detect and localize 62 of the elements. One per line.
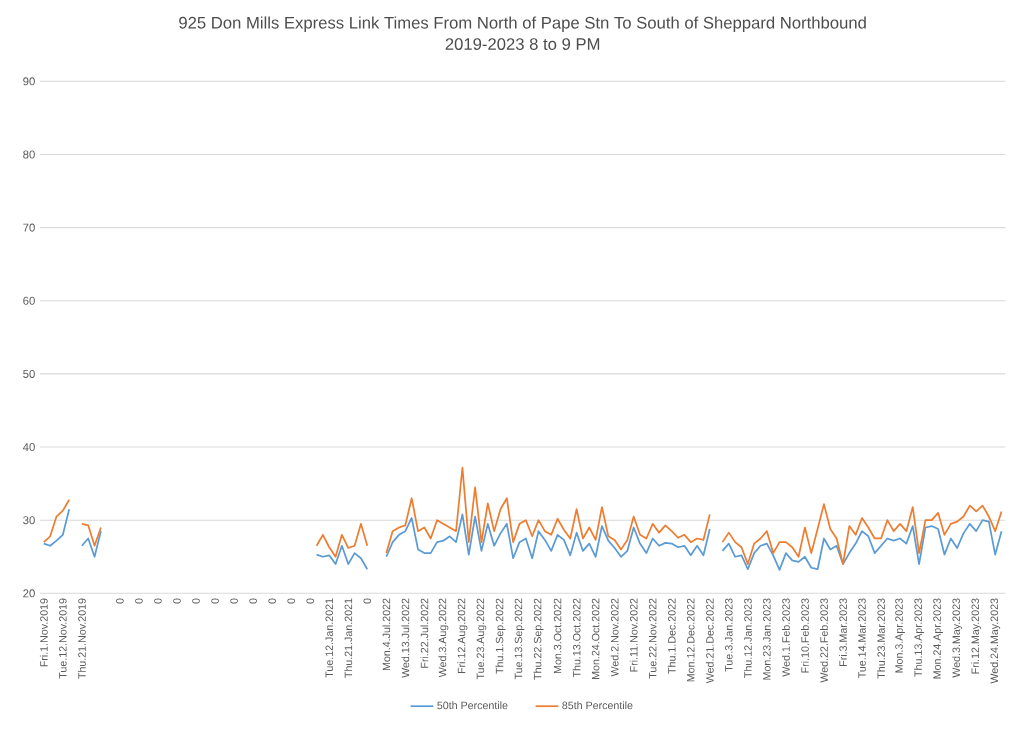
x-tick-label: Tue.14.Mar.2023: [858, 598, 866, 679]
x-tick-label: 0: [211, 598, 219, 604]
y-tick-label: 70: [23, 223, 35, 232]
x-tick-label: Tue.13.Sep.2022: [514, 598, 525, 680]
y-tick-label: 30: [23, 516, 35, 525]
x-tick-label: 0: [249, 598, 257, 604]
x-tick-label: Fri.10.Feb.2023: [800, 598, 809, 673]
x-tick-label: Mon.3.Oct.2022: [553, 598, 562, 674]
x-tick-label: Thu.1.Sep.2022: [495, 598, 506, 674]
x-tick-label: 0: [363, 598, 372, 604]
y-tick-label: 90: [23, 77, 35, 86]
x-tick-label: Thu.21.Nov.2019: [77, 598, 86, 679]
x-tick-label: Tue.12.Nov.2019: [59, 598, 67, 679]
x-tick-label: 0: [268, 598, 276, 604]
x-tick-label: 0: [154, 598, 162, 604]
x-tick-label: Thu.13.Oct.2022: [572, 598, 581, 678]
x-tick-label: Mon.3.Apr.2023: [895, 598, 905, 673]
x-tick-label: Tue.23.Aug.2022: [476, 598, 487, 680]
y-tick-label: 40: [22, 443, 35, 452]
x-tick-label: Wed.21.Dec.2022: [705, 598, 714, 684]
x-tick-label: 0: [135, 598, 143, 604]
x-tick-label: Fri.12.Aug.2022: [457, 598, 468, 674]
x-tick-label: Thu.21.Jan.2021: [344, 598, 353, 678]
x-tick-label: Mon.24.Apr.2023: [933, 598, 943, 679]
x-tick-label: Wed.3.Aug.2022: [438, 598, 449, 678]
legend-label: 85th Percentile: [562, 701, 633, 710]
x-tick-label: 0: [306, 598, 314, 604]
x-tick-label: 0: [173, 598, 181, 604]
x-tick-label: Thu.13.Apr.2023: [914, 598, 925, 677]
x-tick-label: Wed.13.Jul.2022: [401, 598, 410, 678]
x-tick-label: Thu.12.Jan.2023: [743, 598, 752, 678]
x-tick-label: Wed.2.Nov.2022: [610, 598, 619, 677]
x-tick-label: 0: [287, 598, 295, 604]
x-tick-label: Mon.12.Dec.2022: [686, 598, 695, 682]
x-tick-label: Wed.1.Feb.2023: [781, 598, 790, 677]
y-tick-label: 60: [23, 296, 35, 305]
chart-subtitle: 2019-2023 8 to 9 PM: [445, 38, 600, 50]
x-tick-label: 0: [230, 598, 238, 604]
x-tick-label: Fri.12.May.2023: [971, 598, 982, 674]
y-tick-label: 20: [23, 589, 35, 598]
x-tick-label: Tue.22.Nov.2022: [648, 598, 657, 679]
x-tick-label: 0: [116, 598, 124, 604]
x-tick-label: Mon.23.Jan.2023: [763, 598, 771, 680]
x-tick-label: Mon.24.Oct.2022: [591, 598, 600, 679]
y-tick-label: 50: [23, 369, 35, 378]
y-tick-label: 80: [23, 150, 35, 159]
x-tick-label: Tue.12.Jan.2021: [325, 598, 333, 678]
chart-title: 925 Don Mills Express Link Times From North of Pape Stn To South of Sheppard Northbound: [179, 16, 866, 32]
x-tick-label: Wed.22.Feb.2023: [820, 598, 828, 683]
x-tick-label: Thu.23.Mar.2023: [877, 598, 885, 679]
x-tick-label: Thu.1.Dec.2022: [667, 598, 676, 674]
x-tick-label: Wed.24.May.2023: [990, 598, 1001, 684]
x-tick-label: Fri.3.Mar.2023: [839, 598, 847, 666]
x-tick-label: Tue.3.Jan.2023: [725, 598, 733, 672]
legend-label: 50th Percentile: [437, 701, 508, 710]
x-tick-label: 0: [192, 598, 200, 604]
x-tick-label: Wed.3.May.2023: [952, 598, 963, 678]
x-tick-label: Thu.22.Sep.2022: [533, 598, 544, 680]
x-tick-label: Fri.22.Jul.2022: [420, 598, 429, 668]
x-tick-label: Mon.4.Jul.2022: [382, 598, 391, 671]
x-tick-label: Fri.11.Nov.2022: [629, 598, 638, 672]
x-tick-label: Fri.1.Nov.2019: [39, 598, 48, 667]
